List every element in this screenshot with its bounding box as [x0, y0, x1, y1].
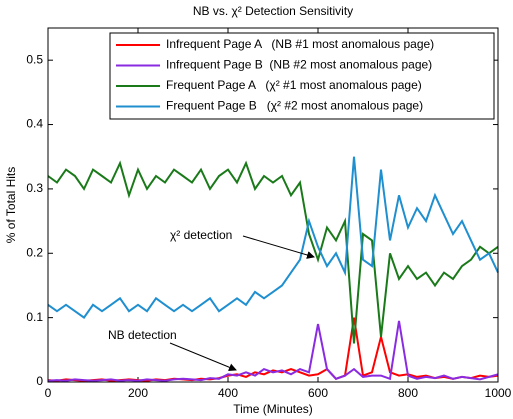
- annotation-arrow: [242, 235, 315, 259]
- legend-label: Frequent Page A (χ² #1 most anomalous pa…: [166, 78, 422, 92]
- y-tick-label: 0.2: [26, 245, 43, 259]
- y-tick-label: 0.3: [26, 181, 43, 195]
- series-line: [47, 317, 499, 382]
- chart-title: NB vs. χ² Detection Sensitivity: [193, 4, 353, 18]
- legend-label: Infrequent Page B (NB #2 most anomalous …: [166, 58, 432, 72]
- y-tick-label: 0.1: [26, 310, 43, 324]
- x-tick-label: 0: [45, 386, 52, 400]
- y-tick-label: 0: [36, 374, 43, 388]
- series-line: [47, 156, 499, 319]
- annotation: NB detection: [108, 328, 177, 342]
- series-line: [47, 160, 499, 344]
- annotation-arrow: [169, 342, 237, 372]
- x-tick-label: 600: [308, 386, 328, 400]
- x-tick-label: 1000: [485, 386, 512, 400]
- x-tick-label: 200: [128, 386, 148, 400]
- y-axis-label: % of Total Hits: [4, 167, 18, 243]
- legend: Infrequent Page A (NB #1 most anomalous …: [109, 32, 495, 120]
- x-axis-label: Time (Minutes): [233, 402, 313, 416]
- series-line: [47, 320, 499, 382]
- y-tick-label: 0.4: [26, 117, 43, 131]
- y-tick-label: 0.5: [26, 52, 43, 66]
- legend-label: Frequent Page B (χ² #2 most anomalous pa…: [166, 99, 423, 113]
- legend-label: Infrequent Page A (NB #1 most anomalous …: [166, 37, 434, 51]
- annotation: χ² detection: [170, 228, 232, 242]
- x-tick-label: 800: [398, 386, 418, 400]
- plot-frame: [47, 27, 499, 383]
- x-tick-label: 400: [218, 386, 238, 400]
- legend-box: [109, 32, 495, 120]
